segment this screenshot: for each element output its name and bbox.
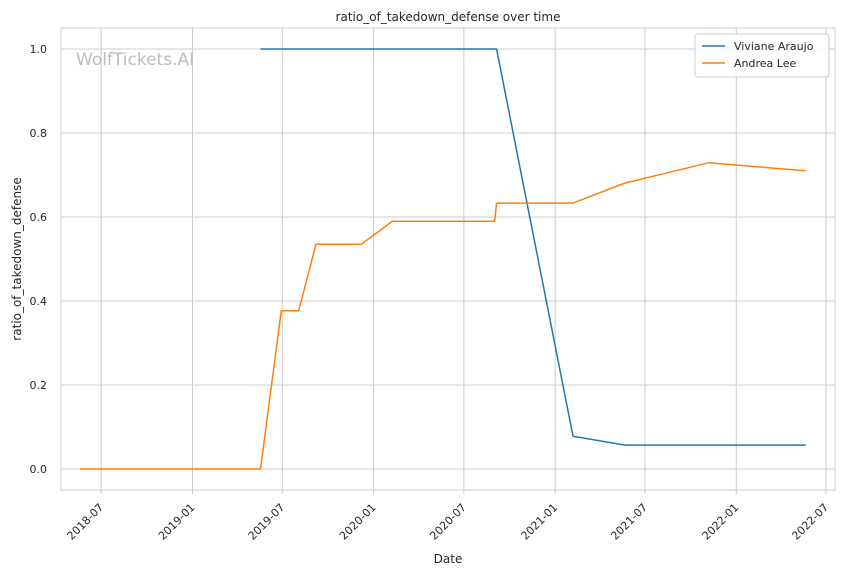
y-axis-ticks: 0.0 0.2 0.4 0.6 0.8 1.0 bbox=[30, 43, 48, 476]
y-tick-label: 0.2 bbox=[30, 379, 48, 392]
plot-frame bbox=[60, 27, 836, 491]
chart-title: ratio_of_takedown_defense over time bbox=[336, 10, 561, 24]
watermark: WolfTickets.AI bbox=[76, 50, 194, 70]
series-lines bbox=[79, 48, 806, 470]
x-tick-label: 2022-07 bbox=[789, 501, 831, 543]
legend-label-2: Andrea Lee bbox=[734, 57, 796, 70]
y-tick-label: 0.6 bbox=[30, 211, 48, 224]
series-line-2 bbox=[79, 162, 806, 470]
y-tick-label: 1.0 bbox=[30, 43, 48, 56]
y-tick-label: 0.8 bbox=[30, 127, 48, 140]
legend: Viviane Araujo Andrea Lee bbox=[694, 33, 830, 78]
x-tick-label: 2019-01 bbox=[156, 501, 198, 543]
grid-lines bbox=[61, 28, 835, 490]
y-axis-title: ratio_of_takedown_defense bbox=[10, 177, 24, 340]
series-line-1 bbox=[260, 48, 806, 446]
legend-label-1: Viviane Araujo bbox=[734, 40, 814, 53]
x-tick-label: 2018-07 bbox=[65, 501, 107, 543]
x-tick-label: 2022-01 bbox=[700, 501, 742, 543]
x-tick-label: 2021-01 bbox=[519, 501, 561, 543]
x-axis-title: Date bbox=[434, 552, 463, 566]
y-tick-label: 0.0 bbox=[30, 463, 48, 476]
x-tick-label: 2020-01 bbox=[337, 501, 379, 543]
legend-box bbox=[694, 33, 830, 78]
x-tick-label: 2019-07 bbox=[246, 501, 288, 543]
x-axis-ticks: 2018-07 2019-01 2019-07 2020-01 2020-07 2021-… bbox=[65, 490, 831, 543]
y-tick-label: 0.4 bbox=[30, 295, 48, 308]
x-tick-label: 2020-07 bbox=[427, 501, 469, 543]
x-tick-label: 2021-07 bbox=[608, 501, 650, 543]
plot-background bbox=[61, 28, 835, 490]
